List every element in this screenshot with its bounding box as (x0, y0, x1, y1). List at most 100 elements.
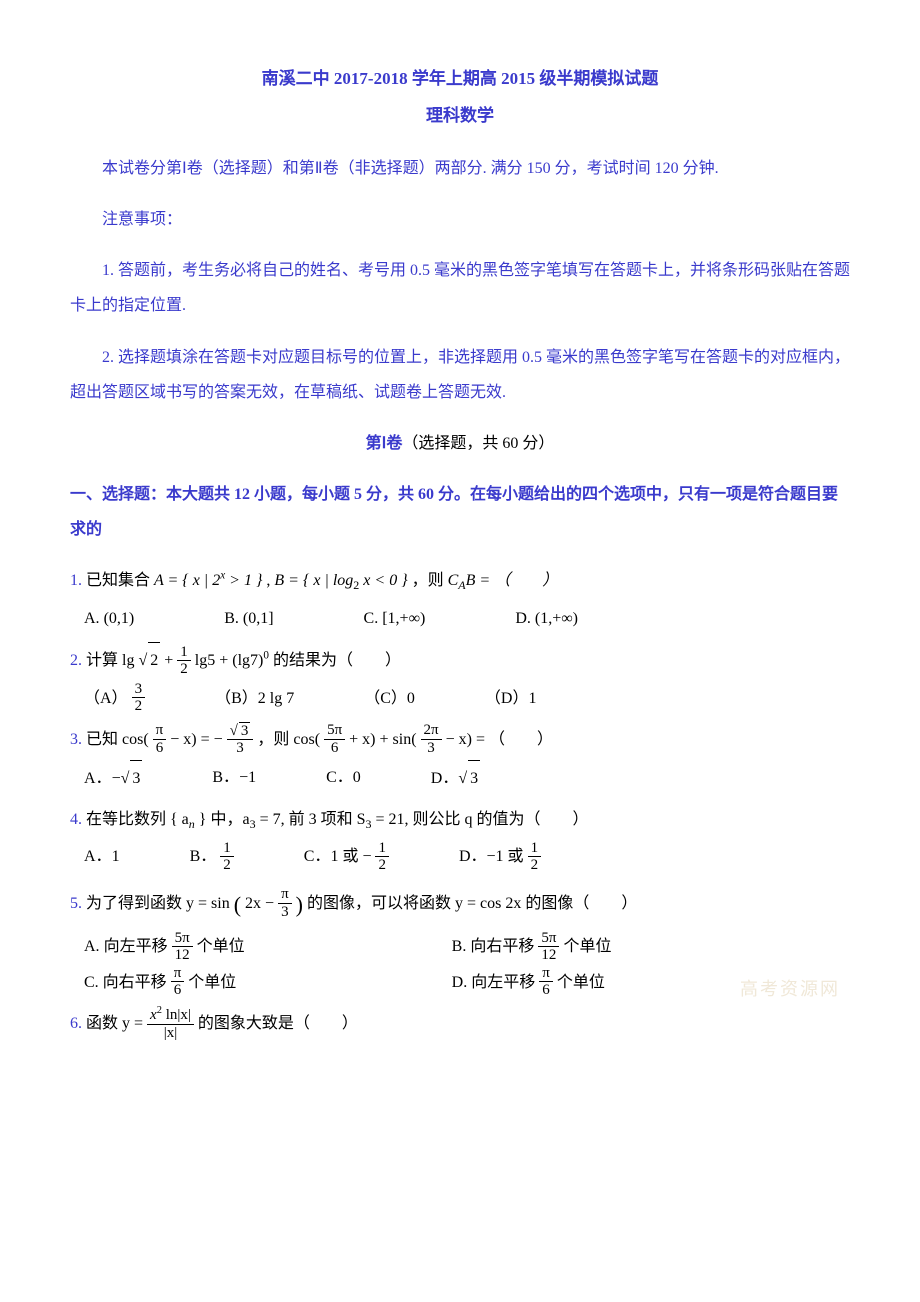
q4-pre: 在等比数列 { a (86, 811, 189, 828)
q5-optA-post: 个单位 (193, 938, 245, 955)
q4-optC-frac: 12 (375, 840, 389, 874)
q5-optB-num: 5π (538, 930, 559, 948)
q3-number: 3. (70, 731, 82, 748)
q5-optD-post: 个单位 (553, 974, 605, 991)
q6-pre: 函数 y = (86, 1015, 147, 1032)
q2-optA: （A） 32 (84, 681, 145, 716)
q5-optD-pre: 向左平移 (471, 974, 539, 991)
q5-optA-den: 12 (172, 947, 193, 964)
q2-optB: （B）2 lg 7 (215, 681, 294, 716)
q1-optA: A. (0,1) (84, 601, 134, 636)
q2-half-num: 1 (177, 644, 191, 662)
q4-optA: A．1 (84, 839, 120, 874)
q2-labC: （C） (364, 690, 407, 707)
q1-labA: A. (84, 610, 104, 627)
q3-labA: A． (84, 770, 112, 787)
q3-labC: C． (326, 769, 353, 786)
q6-num: x2 ln|x| (147, 1005, 194, 1025)
q3-f3-den: 6 (324, 740, 345, 757)
q3-optB: B．−1 (212, 760, 256, 796)
q4-optD-frac: 12 (528, 840, 542, 874)
q3-optC: C．0 (326, 760, 361, 796)
q2-number: 2. (70, 652, 82, 669)
q3-mid2: ，则 cos( (257, 731, 320, 748)
q5-big-close: ) (296, 892, 303, 917)
q2-optA-den: 2 (132, 698, 146, 715)
part1-heading-rest: （选择题，共 60 分） (402, 435, 554, 452)
q5-tail: 的图像，可以将函数 y = cos 2x 的图像（ ） (307, 895, 637, 912)
q2-tail: 的结果为（ ） (273, 652, 401, 669)
q2-sqrt2: 2 (148, 642, 160, 678)
q2-half: 12 (177, 644, 191, 678)
subject-title: 理科数学 (70, 97, 850, 134)
q2-plus: + (164, 652, 177, 669)
q3-optD-sqrt: 3 (468, 760, 480, 796)
q5-optA-frac: 5π12 (172, 930, 193, 964)
q3-mid3: + x) + sin( (349, 731, 416, 748)
q1-options: A. (0,1) B. (0,1] C. [1,+∞) D. (1,+∞) (84, 601, 850, 636)
q3-f2-num-sqrt: 3 (239, 722, 251, 740)
q5-optD-den: 6 (539, 982, 553, 999)
q4-sub-3b: 3 (366, 817, 372, 831)
part1-heading: 第Ⅰ卷（选择题，共 60 分） (70, 426, 850, 461)
q4-optB-frac: 12 (220, 840, 234, 874)
q1-optD: D. (1,+∞) (515, 601, 578, 636)
q3-f4-den: 3 (421, 740, 442, 757)
q3-options: A．−√3 B．−1 C．0 D．√3 (84, 760, 850, 796)
q4-mid3: = 21, 则公比 q 的值为（ ） (376, 811, 589, 828)
q2-pre: 计算 lg (86, 652, 138, 669)
q5-optC-num: π (171, 965, 185, 983)
q3-labB: B． (212, 769, 239, 786)
q2-optC: （C）0 (364, 681, 415, 716)
q1-optA-text: (0,1) (104, 610, 135, 627)
q5-optB: B. 向右平移 5π12 个单位 (452, 929, 820, 964)
q5-number: 5. (70, 895, 82, 912)
question-2: 2. 计算 lg √2 + 12 lg5 + (lg7)0 的结果为（ ） (70, 642, 850, 678)
q5-labA: A. (84, 938, 104, 955)
q1-comp-sub: A (458, 579, 465, 593)
q4-optC-num: 1 (375, 840, 389, 858)
q5-options: A. 向左平移 5π12 个单位 B. 向右平移 5π12 个单位 C. 向右平… (84, 929, 850, 1000)
q4-optD-num: 1 (528, 840, 542, 858)
q4-labD: D． (459, 848, 487, 865)
q4-optD-den: 2 (528, 857, 542, 874)
q4-options: A．1 B． 12 C．1 或 − 12 D．−1 或 12 (84, 839, 850, 874)
q2-optC-text: 0 (407, 690, 415, 707)
q2-options: （A） 32 （B）2 lg 7 （C）0 （D）1 (84, 681, 850, 716)
q5-optB-frac: 5π12 (538, 930, 559, 964)
q2-half-den: 2 (177, 661, 191, 678)
q4-mid1: } 中，a (199, 811, 250, 828)
q4-optB-num: 1 (220, 840, 234, 858)
q3-f2-num: √3 (227, 722, 254, 741)
q5-optB-post: 个单位 (559, 938, 611, 955)
watermark-text: 高考资源网 (740, 970, 840, 1010)
q1-optC-text: [1,+∞) (382, 610, 425, 627)
question-1: 1. 已知集合 A = { x | 2x > 1 } , B = { x | l… (70, 563, 850, 599)
q1-comp-open: C (448, 572, 459, 589)
q5-frac: π3 (278, 886, 292, 920)
q5-optB-pre: 向右平移 (470, 938, 538, 955)
q3-labD: D． (431, 770, 459, 787)
q2-optD: （D）1 (485, 681, 537, 716)
q5-optC: C. 向右平移 π6 个单位 (84, 965, 452, 1000)
q5-optD-num: π (539, 965, 553, 983)
q5-labB: B. (452, 938, 471, 955)
q3-f1: π6 (153, 722, 167, 756)
q4-labA: A． (84, 848, 112, 865)
q3-f2: √33 (227, 722, 254, 757)
q4-optB-den: 2 (220, 857, 234, 874)
q1-optC: C. [1,+∞) (364, 601, 426, 636)
q3-optD: D．√3 (431, 760, 480, 796)
q2-labD: （D） (485, 690, 529, 707)
q3-pre: 已知 cos( (86, 731, 149, 748)
note-2: 2. 选择题填涂在答题卡对应题目标号的位置上，非选择题用 0.5 毫米的黑色签字… (70, 340, 850, 410)
q3-tail: − x) = （ ） (446, 731, 553, 748)
q6-den: |x| (147, 1025, 194, 1042)
question-3: 3. 已知 cos( π6 − x) = − √33 ，则 cos( 5π6 +… (70, 722, 850, 758)
q5-optA: A. 向左平移 5π12 个单位 (84, 929, 452, 964)
q1-setB-open: B = { x | log (274, 572, 353, 589)
page-title: 南溪二中 2017-2018 学年上期高 2015 级半期模拟试题 (70, 60, 850, 97)
q3-mid1: − x) = − (170, 731, 222, 748)
q6-num-post: ln|x| (162, 1007, 191, 1023)
q5-optA-num: 5π (172, 930, 193, 948)
